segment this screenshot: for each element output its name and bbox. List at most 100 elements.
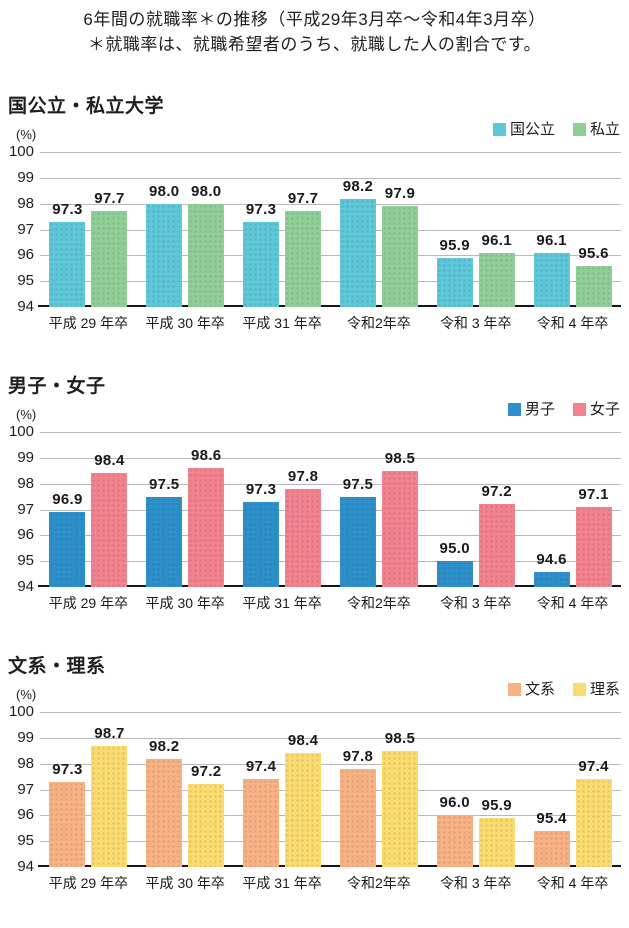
- bar: 98.5: [381, 730, 418, 867]
- bar: 98.2: [339, 178, 376, 307]
- bar: 98.0: [188, 183, 225, 307]
- bar-value-label: 95.6: [578, 244, 609, 262]
- bar: 95.9: [478, 797, 515, 867]
- bar-pair: 96.9 98.4: [49, 432, 128, 587]
- gridline: [40, 510, 621, 511]
- bar: 98.6: [188, 447, 225, 587]
- gridline: [40, 432, 621, 433]
- y-tick-label: 100: [8, 143, 34, 160]
- x-tick-label: 令和 4 年卒: [536, 315, 609, 331]
- legend-swatch-icon: [507, 683, 521, 696]
- x-tick-label: 令和 4 年卒: [536, 595, 609, 611]
- bar-pair: 98.2 97.9: [339, 152, 418, 307]
- bar-value-label: 95.0: [439, 540, 470, 558]
- bar: 98.4: [91, 452, 128, 587]
- bar-group: 96.0 95.9 令和 3 年卒: [427, 712, 524, 891]
- chart-section-2: 男子・女子 男子 女子 (%) 100 99 98 97 96 95 94 96.9 98.4 平成 29…: [0, 368, 629, 648]
- gridline: [40, 712, 621, 713]
- bar: 97.4: [243, 758, 280, 867]
- chart-title: 文系・理系: [8, 656, 106, 677]
- bar-groups: 97.3 97.7 平成 29 年卒 98.0 98.0 平成 30 年卒 97.3 97.7…: [40, 152, 621, 331]
- employment-rate-infographic: 6年間の就職率＊の推移（平成29年3月卒～令和4年3月卒） ＊就職率は、就職希望…: [0, 10, 629, 892]
- bar: 97.7: [285, 190, 322, 307]
- bar-value-label: 97.7: [94, 190, 125, 208]
- x-tick-label: 平成 31 年卒: [242, 595, 322, 611]
- legend-label: 私立: [589, 121, 620, 138]
- bar-group: 95.0 97.2 令和 3 年卒: [427, 432, 524, 611]
- bar: 95.6: [575, 245, 612, 307]
- x-tick-label: 平成 29 年卒: [48, 315, 129, 331]
- x-tick-label: 平成 29 年卒: [48, 595, 129, 611]
- chart-title: 男子・女子: [8, 376, 106, 397]
- bar: 98.2: [146, 738, 183, 867]
- bar-value-label: 97.3: [245, 200, 277, 218]
- y-axis-unit-label: (%): [16, 407, 37, 422]
- chart-title: 国公立・私立大学: [8, 96, 165, 117]
- plot-area: 100 99 98 97 96 95 94 97.3 98.7 平成 29 年卒 98.2 97.2 平…: [9, 703, 621, 892]
- bar-value-label: 95.9: [439, 236, 470, 254]
- page-title: 6年間の就職率＊の推移（平成29年3月卒～令和4年3月卒）: [83, 10, 546, 29]
- x-tick-label: 令和2年卒: [347, 315, 411, 331]
- x-tick-label: 平成 30 年卒: [145, 595, 225, 611]
- bar-pair: 97.5 98.5: [339, 432, 418, 587]
- bar: 97.3: [49, 761, 86, 867]
- bar-group: 94.6 97.1 令和 4 年卒: [524, 432, 621, 611]
- bar: 97.8: [339, 748, 376, 867]
- legend-swatch-icon: [572, 683, 586, 696]
- y-tick-label: 95: [17, 272, 34, 289]
- bar: 97.3: [49, 201, 86, 307]
- bar: 97.5: [339, 476, 376, 587]
- bar-value-label: 97.7: [287, 190, 319, 208]
- bar-value-label: 98.4: [94, 452, 125, 470]
- y-axis-unit-label: (%): [16, 127, 37, 142]
- plot-area: 100 99 98 97 96 95 94 96.9 98.4 平成 29 年卒 97.5 98.6 平…: [9, 423, 621, 611]
- bar: 97.9: [381, 185, 418, 307]
- bar-value-label: 98.5: [384, 449, 416, 467]
- bar-value-label: 97.5: [342, 475, 374, 493]
- legend-label: 男子: [524, 401, 555, 418]
- bar-value-label: 97.9: [384, 185, 416, 203]
- x-tick-label: 令和 3 年卒: [439, 595, 512, 611]
- bar-value-label: 98.0: [149, 182, 180, 200]
- x-tick-label: 令和 4 年卒: [536, 875, 609, 891]
- bar: 97.2: [478, 483, 515, 587]
- gridline: [40, 815, 621, 816]
- bar-group: 98.2 97.2 平成 30 年卒: [137, 712, 234, 892]
- bar-value-label: 95.9: [481, 796, 512, 814]
- plot-area: 100 99 98 97 96 95 94 97.3 97.7 平成 29 年卒 98.0 98.0 平…: [9, 143, 621, 331]
- bar-group: 97.3 98.7 平成 29 年卒: [40, 712, 137, 891]
- bar-pair: 97.3 97.7: [243, 152, 322, 307]
- gridline: [40, 281, 621, 282]
- y-tick-label: 100: [8, 703, 34, 720]
- bar-value-label: 97.4: [245, 758, 277, 776]
- bar-value-label: 97.3: [52, 200, 83, 218]
- legend-item: 理系: [572, 682, 620, 697]
- bar-pair: 95.0 97.2: [436, 432, 515, 587]
- legend-swatch-icon: [572, 123, 586, 136]
- bar-value-label: 98.2: [342, 177, 374, 195]
- bar-value-label: 97.2: [481, 483, 512, 501]
- legend: 文系 理系: [507, 682, 620, 697]
- legend-item: 国公立: [492, 122, 555, 137]
- bar-value-label: 94.6: [536, 550, 567, 568]
- bar-value-label: 97.1: [578, 485, 609, 503]
- legend-label: 女子: [589, 401, 620, 418]
- bar-group: 96.9 98.4 平成 29 年卒: [40, 432, 137, 611]
- bar-value-label: 97.2: [191, 763, 222, 781]
- legend-item: 私立: [572, 121, 620, 138]
- bar-pair: 94.6 97.1: [533, 432, 612, 587]
- bar: 97.4: [575, 758, 612, 867]
- y-tick-label: 94: [17, 298, 34, 315]
- y-tick-label: 99: [17, 169, 34, 186]
- bar-pair: 95.4 97.4: [533, 712, 612, 867]
- bar-pair: 97.3 97.8: [243, 432, 322, 587]
- y-tick-label: 95: [17, 552, 34, 569]
- gridline: [40, 255, 621, 256]
- x-tick-label: 令和 3 年卒: [439, 875, 512, 891]
- y-tick-label: 100: [8, 423, 34, 440]
- bar: 96.1: [533, 232, 570, 307]
- bar-group: 96.1 95.6 令和 4 年卒: [524, 152, 621, 331]
- bar-group: 97.5 98.5 令和2年卒: [330, 432, 427, 611]
- legend-item: 男子: [507, 401, 555, 418]
- bar-pair: 96.0 95.9: [436, 712, 515, 867]
